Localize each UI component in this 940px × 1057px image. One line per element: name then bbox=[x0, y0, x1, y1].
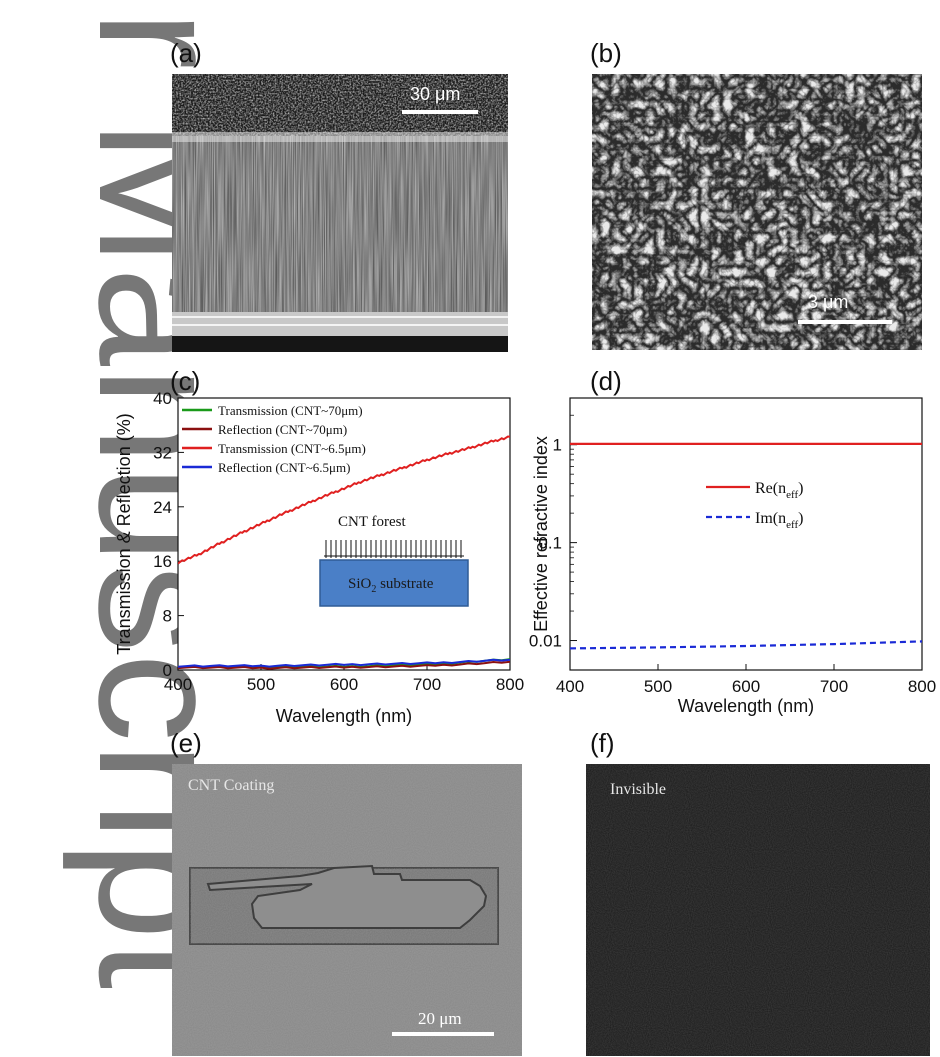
chart-c-ylabel: Transmission & Reflection (%) bbox=[114, 413, 134, 654]
chart-d-ytick-label: 0.1 bbox=[538, 534, 562, 553]
chart-d-ytick-label: 1 bbox=[553, 436, 562, 455]
image-f-caption: Invisible bbox=[610, 781, 666, 798]
chart-c-xtick-label: 500 bbox=[247, 675, 275, 694]
sem-image-f bbox=[586, 764, 930, 1056]
sem-image-a bbox=[172, 74, 508, 352]
chart-c-ytick-label: 40 bbox=[153, 389, 172, 408]
scale-bar-label-a: 30 μm bbox=[410, 84, 460, 104]
sem-image-e bbox=[172, 764, 522, 1056]
scale-bar-label-b: 3 μm bbox=[808, 292, 848, 312]
inset-top-label: CNT forest bbox=[338, 514, 406, 530]
chart-c-ytick-label: 24 bbox=[153, 498, 172, 517]
chart-d-xtick-label: 400 bbox=[556, 677, 584, 696]
chart-d-xtick-label: 600 bbox=[732, 677, 760, 696]
chart-c-legend-label: Transmission (CNT~70μm) bbox=[218, 403, 363, 418]
chart-c-legend-label: Transmission (CNT~6.5μm) bbox=[218, 441, 366, 456]
inset-substrate-label: SiO2 substrate bbox=[348, 576, 434, 595]
panel-label-d: (d) bbox=[590, 366, 622, 396]
panel-label-e: (e) bbox=[170, 728, 202, 758]
tank-silhouette bbox=[206, 864, 488, 929]
chart-c-xlabel: Wavelength (nm) bbox=[276, 706, 412, 726]
chart-d-ylabel: Effective refractive index bbox=[531, 436, 551, 632]
chart-d-frame bbox=[569, 397, 923, 671]
chart-c: 400 500 600 700 800 0 8 16 24 32 40 Transmission (… bbox=[114, 389, 524, 726]
chart-d-legend-label: Re(neff) bbox=[755, 480, 803, 501]
chart-c-ytick-label: 32 bbox=[153, 443, 172, 462]
chart-c-legend-label: Reflection (CNT~70μm) bbox=[218, 422, 347, 437]
chart-c-xtick-label: 700 bbox=[413, 675, 441, 694]
chart-d-xlabel: Wavelength (nm) bbox=[678, 696, 814, 716]
chart-c-ytick-label: 16 bbox=[153, 552, 172, 571]
panel-label-c: (c) bbox=[170, 366, 200, 396]
chart-c-ytick-label: 0 bbox=[163, 661, 172, 680]
chart-c-ytick-label: 8 bbox=[163, 607, 172, 626]
panel-label-f: (f) bbox=[590, 728, 615, 758]
chart-d-series-line bbox=[570, 640, 922, 650]
substrate-block bbox=[319, 559, 469, 607]
chart-c-series-line bbox=[178, 658, 510, 668]
chart-c-legend-label: Reflection (CNT~6.5μm) bbox=[218, 460, 350, 475]
chart-c-xtick-label: 800 bbox=[496, 675, 524, 694]
inset-schematic: CNT forest SiO2 substrate bbox=[319, 514, 469, 607]
chart-c-xtick-label: 400 bbox=[164, 675, 192, 694]
chart-d-xtick-label: 500 bbox=[644, 677, 672, 696]
chart-c-series-line bbox=[178, 660, 510, 670]
chart-d-xtick-label: 700 bbox=[820, 677, 848, 696]
chart-c-xtick-label: 600 bbox=[330, 675, 358, 694]
chart-d-xtick-label: 800 bbox=[908, 677, 936, 696]
panel-label-b: (b) bbox=[590, 38, 622, 68]
chart-d-legend-label: Im(neff) bbox=[755, 510, 803, 531]
chart-d: 400 500 600 700 800 0.01 0.1 1 Re(neff) Im(neff)… bbox=[529, 397, 936, 716]
chart-d-ytick-label: 0.01 bbox=[529, 632, 562, 651]
chart-c-series-line bbox=[178, 435, 510, 565]
image-e-caption: CNT Coating bbox=[188, 777, 274, 794]
scale-bar-label-e: 20 μm bbox=[418, 1009, 462, 1028]
sem-image-b bbox=[592, 74, 922, 350]
chart-c-frame bbox=[177, 397, 511, 671]
panel-label-a: (a) bbox=[170, 38, 202, 68]
